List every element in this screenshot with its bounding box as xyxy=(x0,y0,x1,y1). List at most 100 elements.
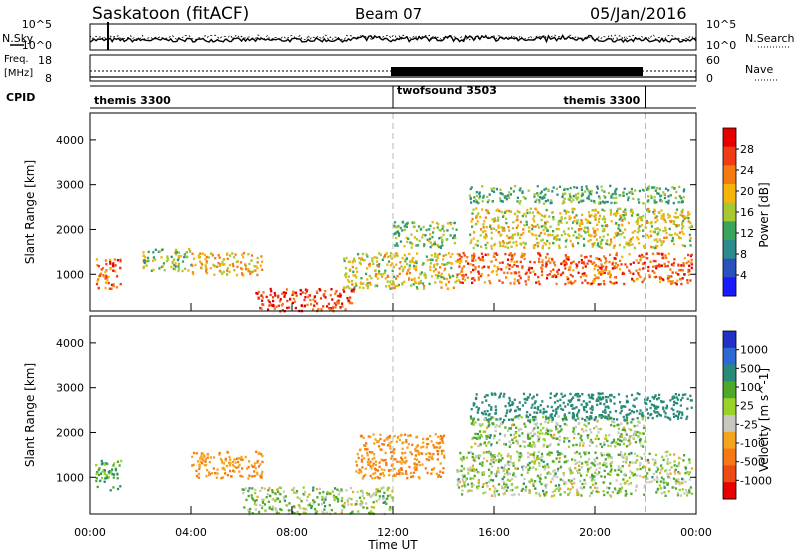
scatter-cell xyxy=(564,282,567,286)
scatter-cell xyxy=(632,197,635,200)
scatter-cell xyxy=(165,259,168,263)
scatter-cell xyxy=(586,226,589,229)
scatter-cell xyxy=(654,459,657,462)
scatter-cell xyxy=(382,459,385,462)
scatter-cell xyxy=(620,439,623,443)
scatter-cell xyxy=(393,458,396,461)
scatter-cell xyxy=(407,434,410,437)
scatter-cell xyxy=(491,218,494,221)
scatter-cell xyxy=(173,268,177,271)
scatter-cell xyxy=(623,418,626,422)
scatter-cell xyxy=(678,231,681,234)
scatter-cell xyxy=(391,269,394,273)
scatter-cell xyxy=(484,229,487,233)
scatter-cell xyxy=(618,443,621,446)
scatter-cell xyxy=(584,279,587,282)
scatter-cell xyxy=(553,394,556,398)
scatter-cell xyxy=(512,433,515,436)
scatter-cell xyxy=(463,484,466,487)
scatter-cell xyxy=(553,264,557,267)
scatter-cell xyxy=(106,279,109,282)
scatter-cell xyxy=(152,268,155,272)
scatter-cell xyxy=(175,251,178,254)
scatter-cell xyxy=(593,464,596,467)
scatter-cell xyxy=(593,458,596,461)
scatter-cell xyxy=(690,261,693,265)
scatter-cell xyxy=(566,276,569,279)
scatter-cell xyxy=(582,430,585,433)
scatter-cell xyxy=(407,269,410,272)
scatter-cell xyxy=(569,281,573,284)
scatter-cell xyxy=(435,221,438,225)
scatter-cell xyxy=(102,266,105,270)
scatter-cell xyxy=(476,220,479,223)
scatter-cell xyxy=(561,452,564,456)
scatter-cell xyxy=(506,271,509,275)
scatter-cell xyxy=(681,223,684,226)
scatter-cell xyxy=(627,196,630,199)
scatter-cell xyxy=(506,486,509,489)
scatter-cell xyxy=(551,190,554,193)
scatter-cell xyxy=(375,500,378,503)
scatter-cell xyxy=(690,467,693,470)
scatter-cell xyxy=(496,265,499,269)
scatter-cell xyxy=(467,451,470,454)
scatter-cell xyxy=(376,260,379,263)
scatter-cell xyxy=(195,469,198,473)
scatter-cell xyxy=(104,286,107,290)
scatter-cell xyxy=(522,440,525,443)
scatter-cell xyxy=(395,230,398,234)
scatter-cell xyxy=(116,275,119,278)
scatter-cell xyxy=(249,507,252,511)
scatter-cell xyxy=(439,437,442,441)
scatter-cell xyxy=(630,237,633,241)
scatter-cell xyxy=(604,458,607,461)
scatter-cell xyxy=(374,274,377,278)
scatter-cell xyxy=(585,410,588,413)
scatter-cell xyxy=(504,252,507,256)
scatter-cell xyxy=(620,263,623,266)
scatter-cell xyxy=(401,269,404,273)
scatter-cell xyxy=(411,258,414,261)
scatter-cell xyxy=(308,502,311,505)
scatter-cell xyxy=(552,261,556,265)
scatter-cell xyxy=(639,409,642,412)
scatter-cell xyxy=(587,417,590,420)
scatter-cell xyxy=(583,226,586,229)
scatter-cell xyxy=(519,220,522,224)
scatter-cell xyxy=(248,510,251,514)
scatter-cell xyxy=(472,402,475,405)
scatter-cell xyxy=(612,438,616,441)
scatter-cell xyxy=(595,276,598,279)
scatter-cell xyxy=(256,495,259,499)
scatter-cell xyxy=(656,398,659,401)
scatter-cell xyxy=(597,211,600,214)
scatter-cell xyxy=(566,188,569,191)
scatter-cell xyxy=(665,231,668,235)
scatter-cell xyxy=(281,309,284,312)
scatter-cell xyxy=(497,226,500,229)
scatter-cell xyxy=(513,252,516,256)
scatter-cell xyxy=(582,274,585,277)
scatter-cell xyxy=(240,458,243,461)
scatter-cell xyxy=(490,471,493,474)
scatter-cell xyxy=(458,253,461,256)
scatter-cell xyxy=(637,435,640,438)
scatter-cell xyxy=(572,396,575,399)
scatter-cell xyxy=(517,279,520,282)
scatter-cell xyxy=(583,486,586,489)
scatter-cell xyxy=(503,211,506,214)
scatter-cell xyxy=(542,412,545,415)
scatter-cell xyxy=(486,394,489,397)
scatter-cell xyxy=(589,428,592,431)
scatter-cell xyxy=(603,194,606,198)
scatter-cell xyxy=(554,484,557,487)
scatter-cell xyxy=(548,242,551,245)
scatter-cell xyxy=(475,191,478,194)
scatter-cell xyxy=(631,236,634,239)
scatter-cell xyxy=(366,454,369,457)
scatter-cell xyxy=(653,246,656,250)
scatter-cell xyxy=(205,270,208,273)
scatter-cell xyxy=(537,431,540,434)
scatter-cell xyxy=(443,229,446,233)
